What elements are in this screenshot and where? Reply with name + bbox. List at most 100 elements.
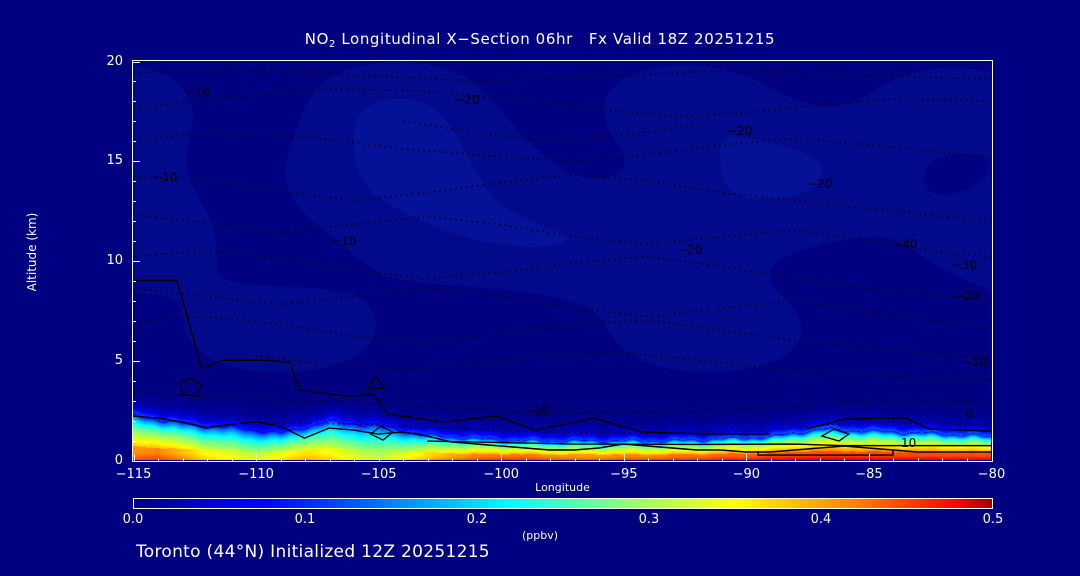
colorbar-tick-label: 0.0 xyxy=(122,512,144,527)
y-axis-tick xyxy=(132,460,140,462)
y-axis-minor-tick xyxy=(132,440,136,442)
pbl-top-contour xyxy=(806,417,991,432)
x-axis-tick xyxy=(868,454,870,462)
y-axis-tick xyxy=(132,161,140,163)
y-axis-minor-tick xyxy=(132,181,136,183)
contour-label: −20 xyxy=(677,243,703,257)
contour-label: −40 xyxy=(892,237,918,251)
temp-contour xyxy=(133,68,991,82)
y-axis-minor-tick xyxy=(132,101,136,103)
title-species: NO xyxy=(304,30,330,48)
x-axis-minor-tick xyxy=(231,458,233,462)
closed-cell-contour xyxy=(820,428,851,442)
x-axis-minor-tick xyxy=(770,458,772,462)
x-axis-minor-tick xyxy=(795,458,797,462)
y-axis-tick-label: 10 xyxy=(106,253,123,268)
y-axis-tick-label: 15 xyxy=(106,153,123,169)
y-axis-tick-label: 20 xyxy=(106,53,123,69)
y-axis-minor-tick xyxy=(132,221,136,223)
closed-cell-contour xyxy=(178,377,203,397)
x-axis-minor-tick xyxy=(697,458,699,462)
y-axis-tick xyxy=(132,261,140,262)
x-axis-minor-tick xyxy=(550,458,552,462)
x-axis-tick xyxy=(256,454,258,462)
temp-contour-m30 xyxy=(133,287,991,328)
y-axis-minor-tick xyxy=(132,241,136,243)
contour-label: −20 xyxy=(954,289,980,303)
x-axis-minor-tick xyxy=(574,458,576,462)
closed-cell-contour xyxy=(367,375,387,389)
x-axis-minor-tick xyxy=(966,458,968,462)
contour-label: −20 xyxy=(727,124,753,138)
y-axis-minor-tick xyxy=(132,300,136,302)
x-axis-tick xyxy=(623,454,625,462)
x-axis-tick-label: −80 xyxy=(977,467,1006,482)
x-axis-minor-tick xyxy=(648,458,650,462)
x-axis-minor-tick xyxy=(844,458,846,462)
x-axis-minor-tick xyxy=(280,458,282,462)
cross-section-plot xyxy=(132,60,993,462)
x-axis-minor-tick xyxy=(819,458,821,462)
x-axis-tick-label: −115 xyxy=(115,467,152,482)
y-axis-minor-tick xyxy=(132,380,136,382)
title-subscript: 2 xyxy=(329,39,336,50)
colorbar-tick-label: 0.4 xyxy=(810,512,832,527)
contour-label: −30 xyxy=(952,258,978,272)
temp-contour-m20 xyxy=(133,213,991,258)
contour-label: −10 xyxy=(524,404,550,418)
y-axis-tick xyxy=(132,61,140,63)
y-axis-tick xyxy=(132,360,140,362)
y-axis-minor-tick xyxy=(132,320,136,322)
saturation-outline-contour xyxy=(427,440,991,447)
closed-cell-contour xyxy=(369,425,395,441)
x-axis-minor-tick xyxy=(917,458,919,462)
contour-label: −20 xyxy=(454,93,480,107)
x-axis-tick-label: −110 xyxy=(238,467,274,482)
temp-contour xyxy=(133,132,991,162)
contour-label: 0 xyxy=(966,407,974,421)
colorbar xyxy=(133,498,993,509)
x-axis-minor-tick xyxy=(427,458,429,462)
x-axis-minor-tick xyxy=(599,458,601,462)
x-axis-minor-tick xyxy=(354,458,356,462)
x-axis-minor-tick xyxy=(207,458,209,462)
x-axis-tick-label: −85 xyxy=(855,467,883,482)
saturation-outline-contour xyxy=(757,450,894,456)
x-axis-minor-tick xyxy=(942,458,944,462)
x-axis-tick xyxy=(746,454,748,462)
temp-contour xyxy=(402,120,697,142)
x-axis-tick xyxy=(501,454,503,462)
colorbar-tick-label: 0.1 xyxy=(294,512,316,527)
y-axis-minor-tick xyxy=(132,141,136,143)
colorbar-units-label: (ppbv) xyxy=(521,529,559,542)
x-axis-minor-tick xyxy=(452,458,454,462)
temp-contour-m20 xyxy=(133,315,991,358)
y-axis-tick-label: 5 xyxy=(114,352,123,368)
pbl-top-contour xyxy=(133,279,771,435)
temp-contour-m20 xyxy=(133,173,991,222)
contour-label: −10 xyxy=(152,170,178,184)
temp-contour xyxy=(133,88,991,118)
y-axis-tick-label: 0 xyxy=(114,452,123,468)
colorbar-tick-label: 0.3 xyxy=(638,512,660,527)
x-axis-minor-tick xyxy=(305,458,307,462)
x-axis-minor-tick xyxy=(182,458,184,462)
y-axis-minor-tick xyxy=(132,420,136,422)
x-axis-minor-tick xyxy=(893,458,895,462)
x-axis-tick xyxy=(133,454,135,462)
temp-contour-m40 xyxy=(133,249,991,302)
contour-label: −20 xyxy=(807,177,833,191)
y-axis-minor-tick xyxy=(132,400,136,402)
contour-label: −10 xyxy=(185,85,211,99)
y-axis-minor-tick xyxy=(132,81,136,83)
x-axis-minor-tick xyxy=(672,458,674,462)
contour-label: 10 xyxy=(901,436,917,450)
x-axis-title: Longitude xyxy=(535,481,590,494)
y-axis-minor-tick xyxy=(132,121,136,123)
y-axis-minor-tick xyxy=(132,340,136,342)
x-axis-minor-tick xyxy=(476,458,478,462)
x-axis-tick xyxy=(378,454,380,462)
y-axis-minor-tick xyxy=(132,280,136,282)
contour-label: −10 xyxy=(331,234,357,248)
x-axis-minor-tick xyxy=(721,458,723,462)
